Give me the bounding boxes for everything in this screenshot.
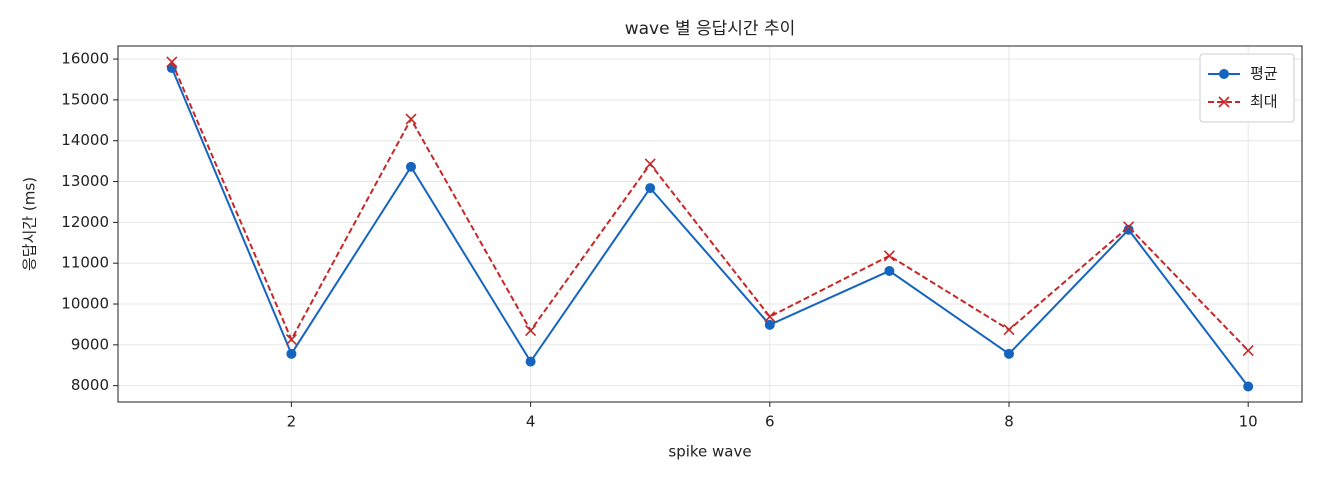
chart-title: wave 별 응답시간 추이 bbox=[625, 19, 796, 39]
series-line bbox=[170, 67, 1249, 388]
x-tick-label: 4 bbox=[526, 413, 536, 431]
data-point bbox=[1123, 224, 1134, 235]
data-point bbox=[285, 333, 297, 346]
x-tick-label: 10 bbox=[1239, 413, 1258, 431]
data-point bbox=[1242, 344, 1254, 357]
legend-marker bbox=[1218, 96, 1230, 108]
data-point bbox=[1123, 221, 1135, 233]
data-point bbox=[405, 113, 417, 125]
data-point bbox=[883, 250, 895, 262]
y-tick-label: 16000 bbox=[61, 50, 109, 68]
y-tick-label: 9000 bbox=[71, 335, 109, 353]
y-tick-label: 8000 bbox=[71, 376, 109, 394]
data-point bbox=[1003, 324, 1015, 336]
y-tick-label: 10000 bbox=[61, 295, 109, 313]
legend-label: 평균 bbox=[1250, 65, 1278, 83]
legend-label: 최대 bbox=[1250, 93, 1278, 111]
data-point bbox=[884, 265, 895, 276]
x-tick-label: 6 bbox=[765, 413, 775, 431]
data-point bbox=[1003, 348, 1014, 359]
x-tick-label: 8 bbox=[1004, 413, 1014, 431]
legend-box bbox=[1199, 53, 1295, 123]
y-tick-label: 15000 bbox=[61, 90, 109, 108]
data-point bbox=[764, 319, 775, 330]
y-tick-label: 13000 bbox=[61, 172, 109, 190]
data-point bbox=[1243, 381, 1254, 392]
data-point bbox=[525, 356, 536, 367]
data-point bbox=[406, 161, 417, 172]
y-tick-label: 11000 bbox=[61, 254, 109, 272]
data-point bbox=[525, 324, 537, 337]
data-point bbox=[166, 56, 178, 68]
data-point bbox=[645, 183, 656, 194]
y-tick-label: 14000 bbox=[61, 131, 109, 149]
y-axis-label: 응답시간 (ms) bbox=[21, 177, 39, 271]
y-tick-label: 12000 bbox=[61, 213, 109, 231]
data-point bbox=[286, 348, 297, 359]
x-axis-label: spike wave bbox=[668, 443, 751, 461]
legend-marker bbox=[1219, 69, 1229, 79]
series-line bbox=[170, 61, 1249, 352]
x-tick-label: 2 bbox=[287, 413, 297, 431]
data-point bbox=[644, 158, 656, 170]
data-point bbox=[764, 311, 776, 323]
plot-frame bbox=[117, 45, 1303, 403]
